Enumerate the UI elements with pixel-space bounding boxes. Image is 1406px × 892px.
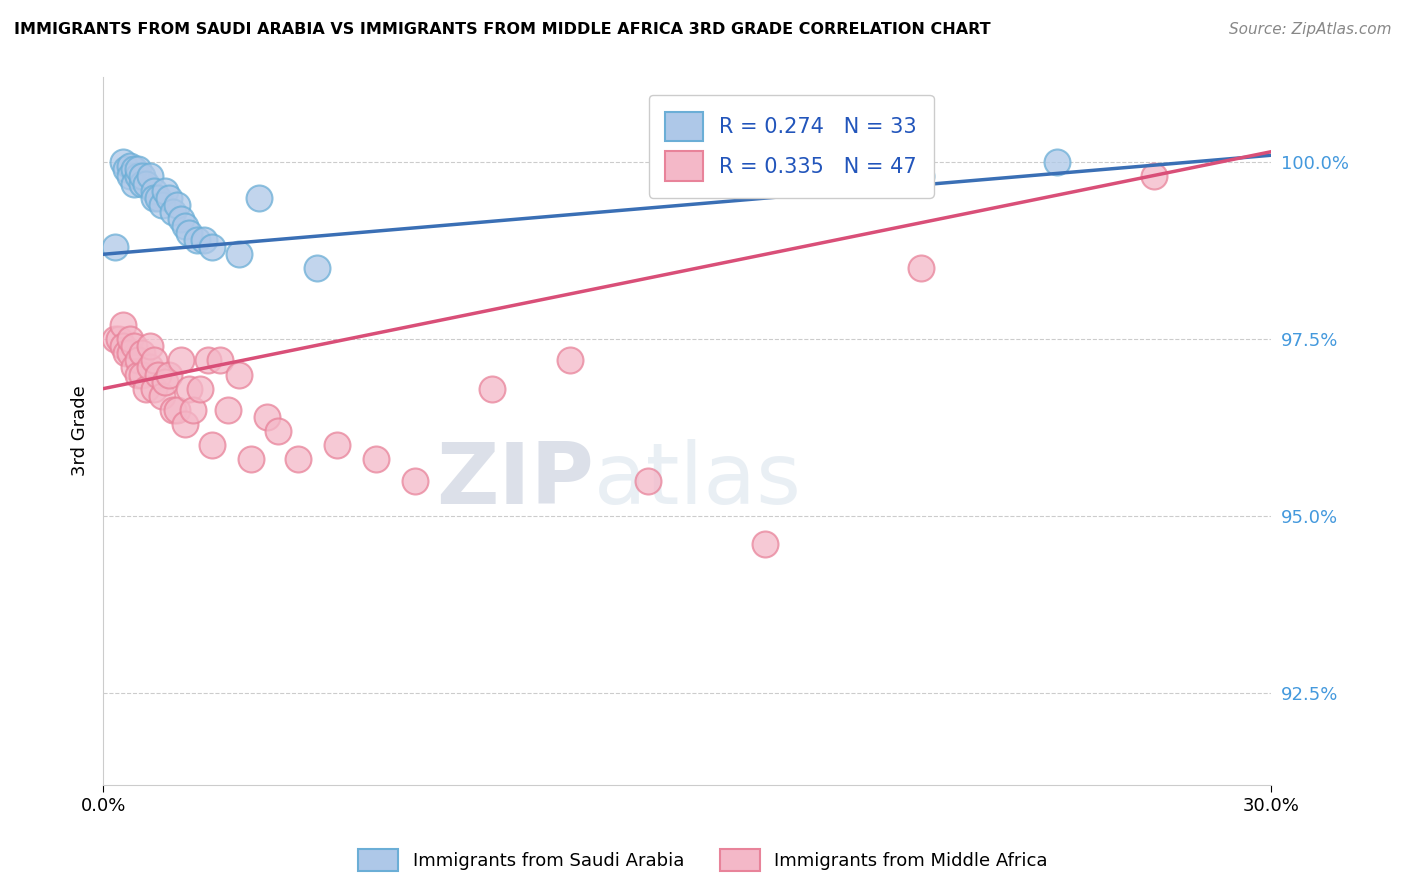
Point	[173, 417, 195, 431]
Point	[157, 191, 180, 205]
Point	[135, 177, 157, 191]
Point	[201, 240, 224, 254]
Point	[793, 162, 815, 177]
Y-axis label: 3rd Grade: 3rd Grade	[72, 385, 89, 476]
Point	[228, 368, 250, 382]
Point	[162, 204, 184, 219]
Point	[560, 353, 582, 368]
Point	[325, 438, 347, 452]
Point	[364, 452, 387, 467]
Point	[131, 346, 153, 360]
Point	[139, 169, 162, 184]
Point	[181, 403, 204, 417]
Point	[157, 368, 180, 382]
Point	[287, 452, 309, 467]
Point	[201, 438, 224, 452]
Point	[166, 198, 188, 212]
Point	[481, 382, 503, 396]
Point	[217, 403, 239, 417]
Point	[146, 368, 169, 382]
Point	[124, 360, 146, 375]
Point	[240, 452, 263, 467]
Point	[910, 261, 932, 276]
Point	[107, 332, 129, 346]
Point	[637, 474, 659, 488]
Point	[267, 424, 290, 438]
Point	[170, 211, 193, 226]
Point	[131, 169, 153, 184]
Point	[120, 159, 142, 173]
Point	[120, 332, 142, 346]
Text: Source: ZipAtlas.com: Source: ZipAtlas.com	[1229, 22, 1392, 37]
Point	[124, 177, 146, 191]
Point	[127, 353, 149, 368]
Point	[170, 353, 193, 368]
Point	[120, 346, 142, 360]
Point	[173, 219, 195, 233]
Point	[135, 382, 157, 396]
Point	[166, 403, 188, 417]
Point	[150, 389, 173, 403]
Point	[131, 177, 153, 191]
Point	[404, 474, 426, 488]
Point	[142, 191, 165, 205]
Point	[142, 184, 165, 198]
Legend: Immigrants from Saudi Arabia, Immigrants from Middle Africa: Immigrants from Saudi Arabia, Immigrants…	[352, 842, 1054, 879]
Point	[124, 339, 146, 353]
Point	[111, 339, 134, 353]
Point	[1143, 169, 1166, 184]
Point	[127, 169, 149, 184]
Point	[910, 169, 932, 184]
Point	[162, 403, 184, 417]
Point	[197, 353, 219, 368]
Point	[115, 162, 138, 177]
Point	[115, 346, 138, 360]
Point	[127, 368, 149, 382]
Point	[256, 409, 278, 424]
Text: IMMIGRANTS FROM SAUDI ARABIA VS IMMIGRANTS FROM MIDDLE AFRICA 3RD GRADE CORRELAT: IMMIGRANTS FROM SAUDI ARABIA VS IMMIGRAN…	[14, 22, 991, 37]
Point	[186, 233, 208, 247]
Point	[124, 162, 146, 177]
Point	[155, 184, 177, 198]
Point	[104, 332, 127, 346]
Point	[111, 318, 134, 332]
Point	[142, 382, 165, 396]
Point	[190, 382, 212, 396]
Point	[228, 247, 250, 261]
Legend: R = 0.274   N = 33, R = 0.335   N = 47: R = 0.274 N = 33, R = 0.335 N = 47	[648, 95, 934, 198]
Point	[177, 382, 200, 396]
Point	[146, 191, 169, 205]
Text: ZIP: ZIP	[436, 439, 593, 522]
Point	[208, 353, 231, 368]
Point	[155, 375, 177, 389]
Text: atlas: atlas	[593, 439, 801, 522]
Point	[193, 233, 215, 247]
Point	[150, 198, 173, 212]
Point	[139, 339, 162, 353]
Point	[142, 353, 165, 368]
Point	[127, 162, 149, 177]
Point	[247, 191, 270, 205]
Point	[131, 368, 153, 382]
Point	[139, 360, 162, 375]
Point	[111, 155, 134, 169]
Point	[104, 240, 127, 254]
Point	[120, 169, 142, 184]
Point	[307, 261, 329, 276]
Point	[754, 537, 776, 551]
Point	[1046, 155, 1069, 169]
Point	[177, 226, 200, 240]
